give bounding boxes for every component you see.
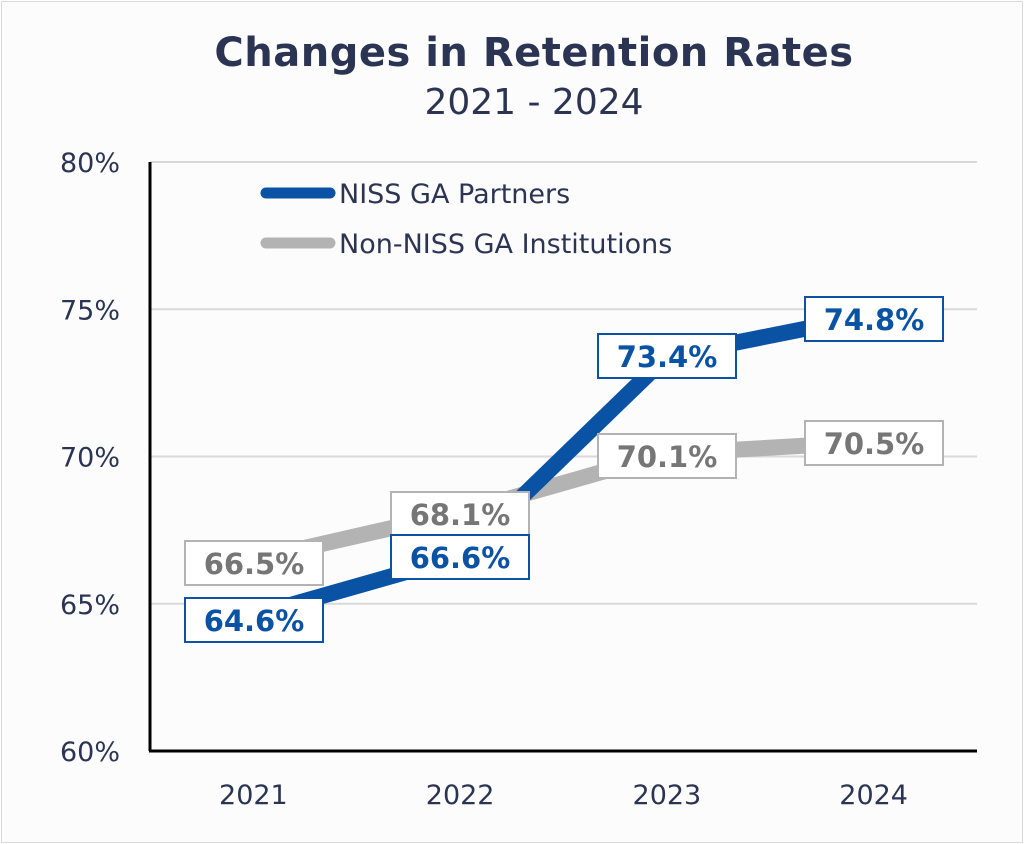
data-label-text: 66.6% xyxy=(410,541,511,575)
y-tick-label: 65% xyxy=(60,590,120,621)
chart-subtitle: 2021 - 2024 xyxy=(424,82,644,123)
data-label-box xyxy=(597,333,737,379)
data-label: 70.1% xyxy=(597,433,737,479)
chart-title: Changes in Retention Rates xyxy=(214,30,854,76)
legend-label: NISS GA Partners xyxy=(339,179,570,210)
y-tick-label: 70% xyxy=(60,443,120,474)
data-labels: 66.5% 68.1% 70.1% 70.5% 64.6% 66.6% 73.4% 74.8% xyxy=(184,296,944,643)
data-label-box xyxy=(804,420,944,466)
data-label-box xyxy=(804,296,944,342)
data-label-text: 68.1% xyxy=(410,498,511,532)
data-label: 70.5% xyxy=(804,420,944,466)
axes xyxy=(148,162,977,753)
x-tick-label: 2024 xyxy=(839,780,908,811)
legend-label: Non-NISS GA Institutions xyxy=(339,229,672,260)
data-label-box xyxy=(184,540,324,586)
data-label-box xyxy=(390,534,530,580)
y-tick-label: 80% xyxy=(60,148,120,179)
y-tick-label: 75% xyxy=(60,295,120,326)
data-label-box xyxy=(597,433,737,479)
series-line-niss-ga-partners xyxy=(251,307,876,624)
data-label: 68.1% xyxy=(390,491,530,537)
y-axis-ticks: 60% 65% 70% 75% 80% xyxy=(60,148,120,768)
data-label-box xyxy=(184,597,324,643)
data-label-text: 73.4% xyxy=(617,340,718,374)
data-label-box xyxy=(390,491,530,537)
x-tick-label: 2022 xyxy=(426,780,495,811)
data-label-text: 64.6% xyxy=(204,604,305,638)
data-label-text: 74.8% xyxy=(824,303,925,337)
series-lines xyxy=(251,307,876,624)
x-axis-ticks: 2021 2022 2023 2024 xyxy=(219,780,908,811)
x-tick-label: 2021 xyxy=(219,780,288,811)
legend: NISS GA Partners Non-NISS GA Institutions xyxy=(260,179,672,260)
data-label: 74.8% xyxy=(804,296,944,342)
data-label: 66.5% xyxy=(184,540,324,586)
series-line-non-niss-ga-institutions xyxy=(251,433,875,568)
y-tick-label: 60% xyxy=(60,737,120,768)
data-label: 66.6% xyxy=(390,534,530,580)
data-label: 73.4% xyxy=(597,333,737,379)
data-label: 64.6% xyxy=(184,597,324,643)
x-tick-label: 2023 xyxy=(633,780,702,811)
data-label-text: 66.5% xyxy=(204,547,305,581)
data-label-text: 70.5% xyxy=(824,427,925,461)
data-label-text: 70.1% xyxy=(617,440,718,474)
